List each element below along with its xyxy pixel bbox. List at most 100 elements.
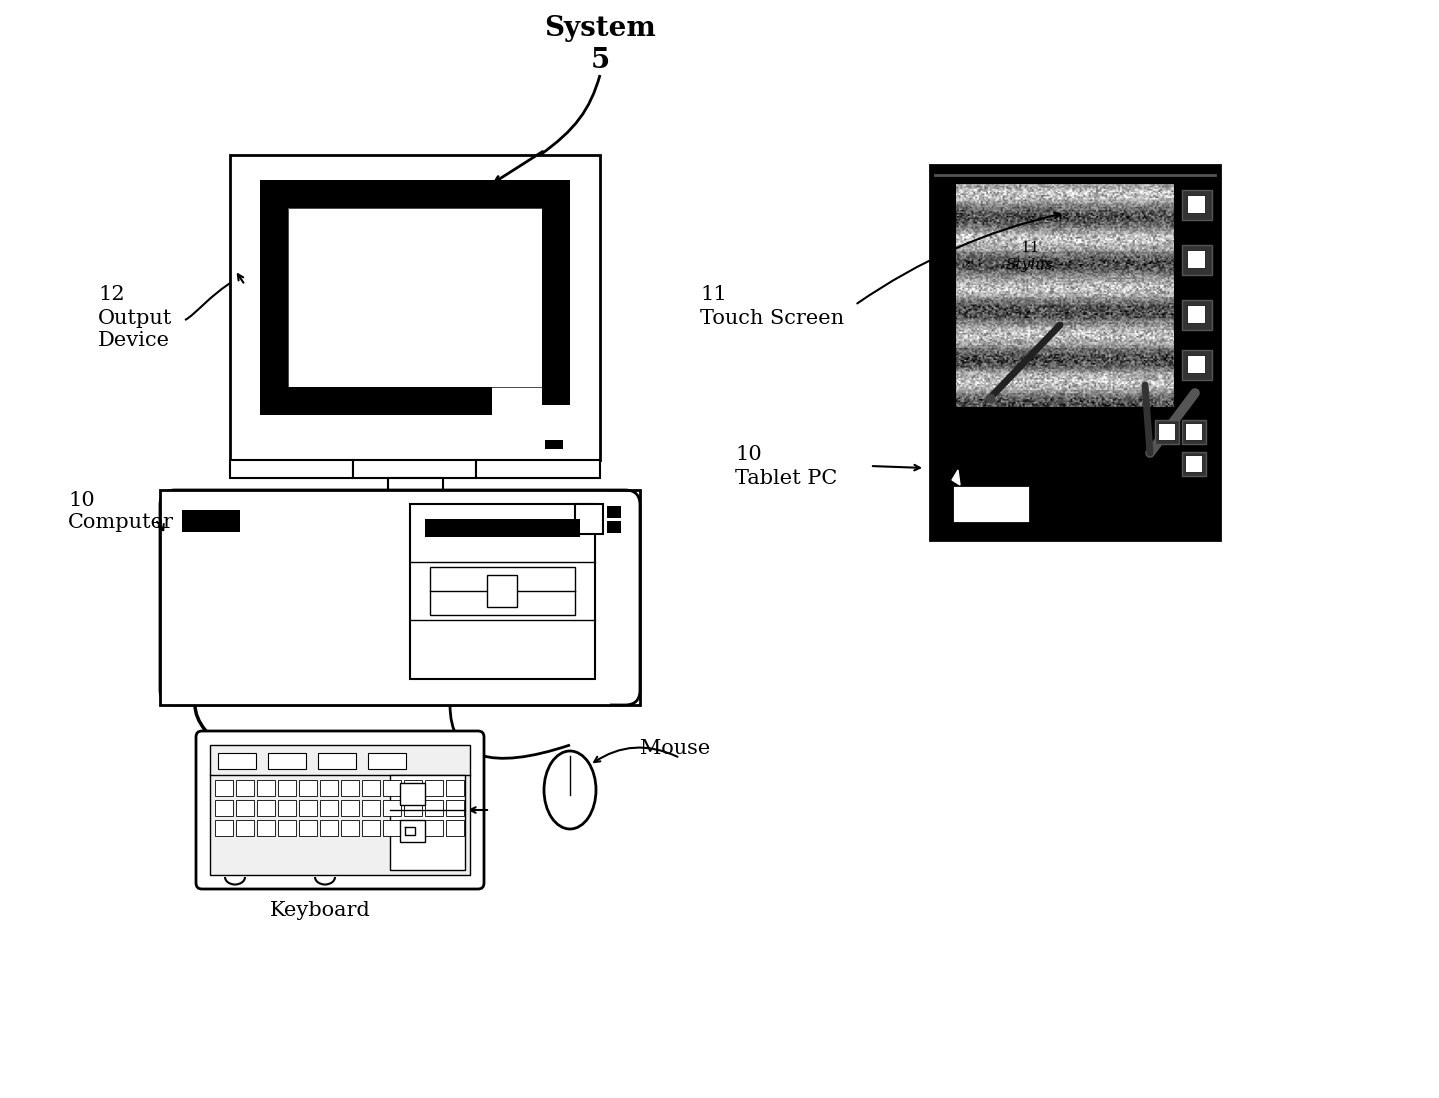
Bar (383, 800, 401, 816)
Bar (1158, 423, 1176, 440)
Bar (1181, 300, 1212, 330)
Bar (390, 775, 465, 870)
Bar (1181, 421, 1206, 444)
Bar (543, 180, 570, 405)
Bar (368, 753, 406, 769)
Text: Device: Device (98, 332, 170, 350)
Bar (404, 820, 422, 836)
Bar (383, 820, 401, 836)
FancyBboxPatch shape (196, 731, 484, 889)
Bar (299, 820, 317, 836)
Polygon shape (953, 470, 960, 485)
Bar (486, 575, 517, 607)
Bar (210, 746, 471, 875)
Bar (404, 780, 422, 796)
Bar (1187, 355, 1204, 373)
Bar (930, 165, 1220, 540)
Bar (260, 180, 288, 415)
Text: Mouse: Mouse (640, 739, 711, 758)
Bar (260, 386, 492, 415)
Bar (1187, 195, 1204, 213)
Text: Device: Device (381, 856, 459, 876)
Bar (1187, 250, 1204, 268)
Bar (476, 460, 600, 478)
Bar (1184, 455, 1202, 472)
Bar (230, 155, 600, 460)
Bar (446, 820, 463, 836)
Bar (1181, 190, 1212, 220)
Text: Output: Output (98, 309, 173, 327)
Bar (425, 780, 443, 796)
Bar (214, 820, 233, 836)
Bar (258, 780, 275, 796)
Bar (236, 780, 255, 796)
Bar (607, 520, 622, 533)
Text: Keyboard: Keyboard (269, 900, 370, 919)
Bar (214, 780, 233, 796)
Bar (400, 820, 425, 842)
Bar (363, 800, 380, 816)
Bar (288, 208, 543, 386)
Bar (353, 460, 476, 478)
Text: 12: 12 (98, 285, 125, 304)
Bar (363, 820, 380, 836)
Bar (363, 780, 380, 796)
Bar (1181, 350, 1212, 380)
Text: 10: 10 (68, 491, 95, 509)
Bar (425, 519, 580, 537)
Bar (1187, 305, 1204, 323)
Bar (425, 820, 443, 836)
Bar (430, 567, 576, 615)
Text: Tablet PC: Tablet PC (735, 469, 837, 488)
Bar (318, 753, 355, 769)
Text: Input: Input (387, 833, 452, 853)
Bar (299, 800, 317, 816)
Text: 11: 11 (407, 810, 433, 829)
Text: Stylus: Stylus (1006, 258, 1053, 272)
Bar (446, 780, 463, 796)
Bar (230, 460, 353, 478)
Bar (160, 490, 610, 705)
Bar (383, 780, 401, 796)
Bar (425, 800, 443, 816)
Bar (955, 183, 1176, 408)
Text: 11: 11 (699, 285, 727, 304)
Bar (1156, 421, 1179, 444)
FancyBboxPatch shape (160, 490, 640, 705)
Bar (258, 800, 275, 816)
Bar (214, 800, 233, 816)
Bar (299, 780, 317, 796)
Bar (341, 800, 358, 816)
Bar (268, 753, 307, 769)
Bar (258, 820, 275, 836)
Bar (607, 506, 622, 518)
Bar (278, 800, 296, 816)
Bar (446, 800, 463, 816)
Bar (576, 504, 603, 534)
Text: System: System (544, 14, 656, 42)
Bar (341, 780, 358, 796)
Bar (400, 783, 425, 805)
Bar (278, 780, 296, 796)
Bar (545, 440, 563, 449)
Bar (236, 820, 255, 836)
Ellipse shape (544, 751, 596, 829)
Bar (341, 820, 358, 836)
Bar (410, 504, 594, 679)
Text: 10: 10 (735, 446, 761, 464)
Text: 11: 11 (1020, 240, 1040, 255)
Bar (1181, 245, 1212, 274)
Bar (404, 800, 422, 816)
Bar (319, 800, 338, 816)
Bar (236, 800, 255, 816)
Bar (1184, 423, 1202, 440)
Bar (389, 478, 443, 500)
Bar (278, 820, 296, 836)
Bar (1181, 452, 1206, 477)
Bar (319, 820, 338, 836)
Text: Touch Screen: Touch Screen (699, 309, 845, 327)
Text: 5: 5 (590, 46, 610, 74)
Bar (260, 180, 570, 208)
Bar (953, 485, 1030, 523)
Bar (181, 509, 240, 533)
